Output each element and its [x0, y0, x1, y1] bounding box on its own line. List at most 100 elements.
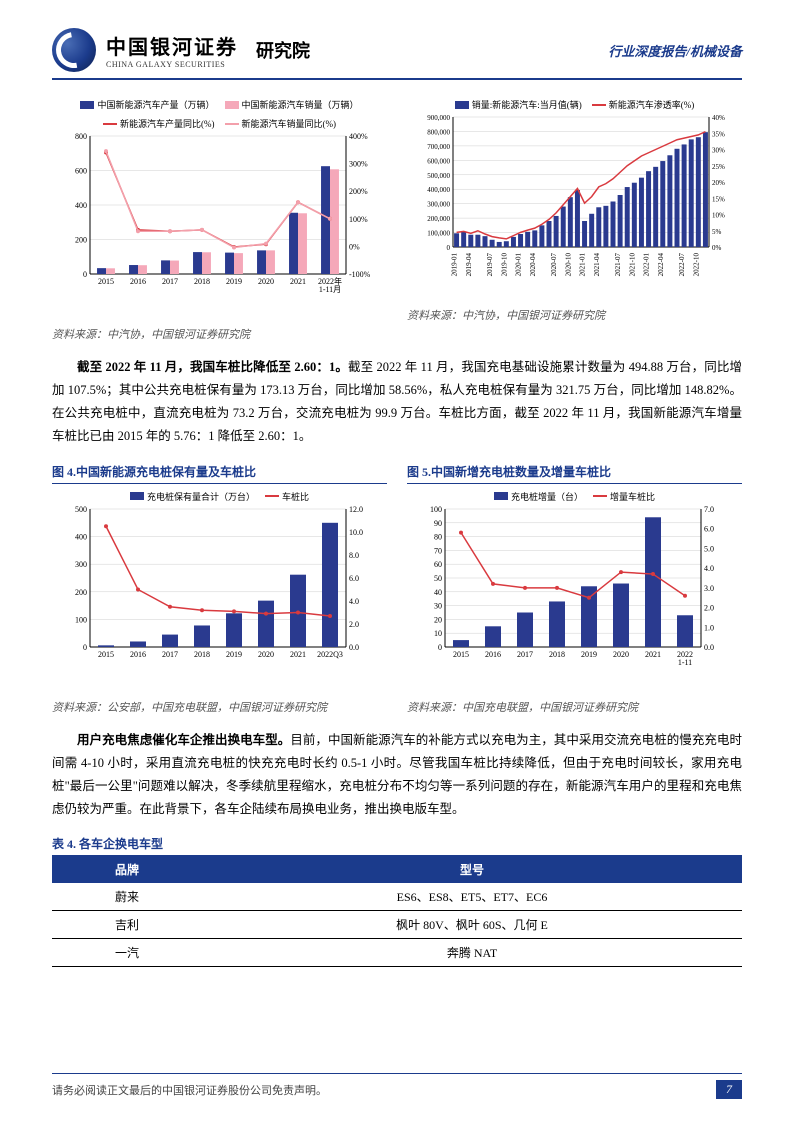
- svg-text:0.0: 0.0: [704, 643, 714, 652]
- svg-text:10.0: 10.0: [349, 528, 363, 537]
- svg-text:6.0: 6.0: [704, 524, 714, 533]
- swap-models-table: 品牌 型号 蔚来ES6、ES8、ET5、ET7、EC6吉利枫叶 80V、枫叶 6…: [52, 856, 742, 967]
- svg-text:500: 500: [75, 505, 87, 514]
- brand-name-en: CHINA GALAXY SECURITIES: [106, 60, 238, 69]
- svg-text:2020-01: 2020-01: [515, 253, 523, 277]
- svg-text:900,000: 900,000: [427, 114, 450, 122]
- svg-text:2022-10: 2022-10: [692, 253, 700, 277]
- svg-text:2017: 2017: [517, 650, 533, 659]
- chart1-legend: 中国新能源汽车产量（万辆） 中国新能源汽车销量（万辆） 新能源汽车产量同比(%)…: [52, 98, 387, 130]
- svg-text:600,000: 600,000: [427, 157, 450, 165]
- svg-text:300,000: 300,000: [427, 201, 450, 209]
- lg: 车桩比: [282, 490, 309, 503]
- svg-text:2022-01: 2022-01: [643, 253, 651, 277]
- svg-text:15%: 15%: [712, 195, 725, 203]
- svg-text:500,000: 500,000: [427, 172, 450, 180]
- svg-text:2.0: 2.0: [349, 620, 359, 629]
- lg: 新能源汽车渗透率(%): [609, 98, 695, 111]
- cell-model: 枫叶 80V、枫叶 60S、几何 E: [202, 911, 742, 939]
- svg-text:100: 100: [430, 505, 442, 514]
- svg-text:5%: 5%: [712, 228, 722, 236]
- svg-text:35%: 35%: [712, 130, 725, 138]
- lg: 充电桩增量（台）: [511, 490, 583, 503]
- paragraph-1: 截至 2022 年 11 月，我国车桩比降低至 2.60：1。截至 2022 年…: [52, 356, 742, 449]
- chart2-legend: 销量:新能源汽车:当月值(辆) 新能源汽车渗透率(%): [407, 98, 742, 111]
- svg-text:200%: 200%: [349, 187, 368, 196]
- svg-text:2020-04: 2020-04: [529, 253, 537, 277]
- svg-text:2022-04: 2022-04: [657, 253, 665, 277]
- svg-text:0: 0: [83, 270, 87, 279]
- svg-text:0%: 0%: [349, 242, 360, 251]
- svg-text:40: 40: [434, 587, 442, 596]
- institute-label: 研究院: [256, 37, 310, 63]
- chart4-legend: 充电桩增量（台） 增量车桩比: [407, 490, 742, 503]
- svg-text:2018: 2018: [194, 277, 210, 286]
- svg-text:10: 10: [434, 629, 442, 638]
- svg-text:0: 0: [438, 643, 442, 652]
- lg: 新能源汽车销量同比(%): [242, 117, 337, 130]
- cell-brand: 吉利: [52, 911, 202, 939]
- svg-text:2021-01: 2021-01: [579, 253, 587, 277]
- brand-name-cn: 中国银河证券: [106, 31, 238, 60]
- svg-text:2020: 2020: [613, 650, 629, 659]
- svg-text:200: 200: [75, 587, 87, 596]
- chart-2: 销量:新能源汽车:当月值(辆) 新能源汽车渗透率(%) 0100,000200,…: [407, 98, 742, 342]
- doc-type-label: 行业深度报告/机械设备: [608, 41, 742, 60]
- lg: 中国新能源汽车产量（万辆）: [97, 98, 214, 111]
- svg-text:8.0: 8.0: [349, 551, 359, 560]
- lg: 增量车桩比: [610, 490, 655, 503]
- svg-text:2015: 2015: [98, 277, 114, 286]
- page-header: 中国银河证券 CHINA GALAXY SECURITIES 研究院 行业深度报…: [52, 28, 742, 80]
- svg-text:2020-10: 2020-10: [564, 253, 572, 277]
- svg-text:4.0: 4.0: [349, 597, 359, 606]
- svg-text:2019-10: 2019-10: [500, 253, 508, 277]
- svg-text:2020: 2020: [258, 650, 274, 659]
- svg-text:80: 80: [434, 532, 442, 541]
- svg-text:200: 200: [75, 236, 87, 245]
- svg-text:12.0: 12.0: [349, 505, 363, 514]
- brand-block: 中国银河证券 CHINA GALAXY SECURITIES 研究院: [52, 28, 310, 72]
- chart-1: 中国新能源汽车产量（万辆） 中国新能源汽车销量（万辆） 新能源汽车产量同比(%)…: [52, 98, 387, 342]
- svg-text:2020-07: 2020-07: [550, 253, 558, 277]
- svg-text:20%: 20%: [712, 179, 725, 187]
- svg-text:2019-04: 2019-04: [465, 253, 473, 277]
- chart3-source: 资料来源：公安部，中国充电联盟，中国银河证券研究院: [52, 699, 387, 715]
- chart1-source: 资料来源：中汽协，中国银河证券研究院: [52, 326, 387, 342]
- svg-text:2022Q3: 2022Q3: [317, 650, 343, 659]
- svg-text:300%: 300%: [349, 160, 368, 169]
- cell-model: ES6、ES8、ET5、ET7、EC6: [202, 883, 742, 911]
- svg-text:2019: 2019: [226, 277, 242, 286]
- para1-lead: 截至 2022 年 11 月，我国车桩比降低至 2.60：1。: [77, 360, 348, 374]
- svg-text:100%: 100%: [349, 215, 368, 224]
- svg-text:2016: 2016: [485, 650, 501, 659]
- chart3-legend: 充电桩保有量合计（万台） 车桩比: [52, 490, 387, 503]
- svg-text:40%: 40%: [712, 114, 725, 122]
- svg-text:400: 400: [75, 532, 87, 541]
- galaxy-logo-icon: [52, 28, 96, 72]
- svg-text:6.0: 6.0: [349, 574, 359, 583]
- svg-text:0: 0: [447, 244, 451, 252]
- svg-text:2021-10: 2021-10: [628, 253, 636, 277]
- chart3-svg: 01002003004005000.02.04.06.08.010.012.02…: [52, 505, 382, 675]
- chart-4: 图 5.中国新增充电桩数量及增量车桩比 充电桩增量（台） 增量车桩比 01020…: [407, 463, 742, 715]
- svg-text:800,000: 800,000: [427, 128, 450, 136]
- svg-text:2019-07: 2019-07: [486, 253, 494, 277]
- svg-text:10%: 10%: [712, 212, 725, 220]
- svg-text:2017: 2017: [162, 277, 178, 286]
- svg-text:100,000: 100,000: [427, 230, 450, 238]
- svg-text:100: 100: [75, 615, 87, 624]
- svg-text:2021-07: 2021-07: [614, 253, 622, 277]
- svg-text:2019: 2019: [581, 650, 597, 659]
- svg-text:2016: 2016: [130, 650, 146, 659]
- svg-text:2021-04: 2021-04: [593, 253, 601, 277]
- chart4-source: 资料来源：中国充电联盟，中国银河证券研究院: [407, 699, 742, 715]
- svg-text:600: 600: [75, 167, 87, 176]
- svg-text:1.0: 1.0: [704, 623, 714, 632]
- chart-3: 图 4.中国新能源充电桩保有量及车桩比 充电桩保有量合计（万台） 车桩比 010…: [52, 463, 387, 715]
- lg: 新能源汽车产量同比(%): [120, 117, 215, 130]
- chart4-svg: 01020304050607080901000.01.02.03.04.05.0…: [407, 505, 737, 675]
- svg-text:2021: 2021: [290, 650, 306, 659]
- lg: 销量:新能源汽车:当月值(辆): [472, 98, 582, 111]
- svg-text:1-11: 1-11: [678, 658, 692, 667]
- footer-disclaimer: 请务必阅读正文最后的中国银河证券股份公司免责声明。: [52, 1082, 327, 1098]
